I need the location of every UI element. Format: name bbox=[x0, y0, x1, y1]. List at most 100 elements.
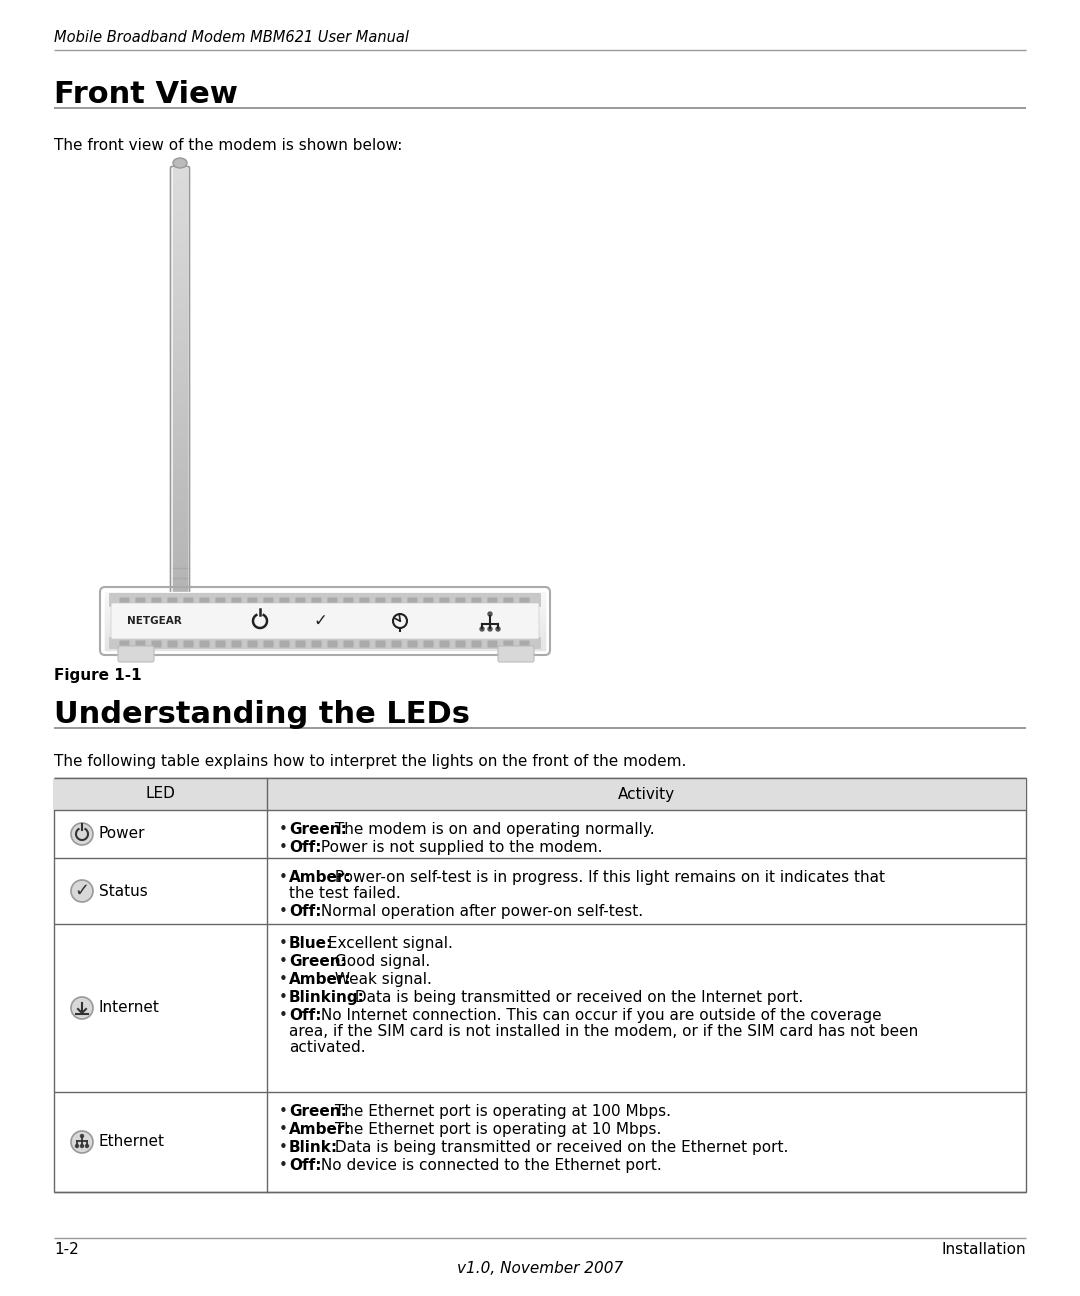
FancyBboxPatch shape bbox=[264, 640, 273, 648]
Text: Blinking:: Blinking: bbox=[289, 990, 365, 1004]
FancyBboxPatch shape bbox=[280, 640, 289, 648]
Text: Power-on self-test is in progress. If this light remains on it indicates that: Power-on self-test is in progress. If th… bbox=[329, 870, 885, 885]
FancyBboxPatch shape bbox=[311, 640, 322, 648]
FancyBboxPatch shape bbox=[311, 597, 322, 604]
Text: Activity: Activity bbox=[618, 787, 675, 801]
Text: •: • bbox=[279, 936, 288, 951]
FancyBboxPatch shape bbox=[423, 640, 433, 648]
FancyBboxPatch shape bbox=[472, 640, 482, 648]
Text: Amber:: Amber: bbox=[289, 870, 352, 885]
FancyBboxPatch shape bbox=[343, 597, 353, 604]
FancyBboxPatch shape bbox=[487, 597, 498, 604]
Circle shape bbox=[71, 823, 93, 845]
FancyBboxPatch shape bbox=[327, 597, 337, 604]
FancyBboxPatch shape bbox=[151, 597, 162, 604]
Circle shape bbox=[81, 1144, 83, 1147]
Text: Power is not supplied to the modem.: Power is not supplied to the modem. bbox=[316, 840, 603, 855]
FancyBboxPatch shape bbox=[440, 597, 449, 604]
FancyBboxPatch shape bbox=[407, 640, 418, 648]
FancyBboxPatch shape bbox=[280, 597, 289, 604]
FancyBboxPatch shape bbox=[135, 640, 146, 648]
Text: Amber:: Amber: bbox=[289, 972, 352, 988]
Text: The following table explains how to interpret the lights on the front of the mod: The following table explains how to inte… bbox=[54, 754, 687, 769]
Text: Good signal.: Good signal. bbox=[329, 954, 430, 969]
FancyBboxPatch shape bbox=[456, 597, 465, 604]
Text: Off:: Off: bbox=[289, 1008, 322, 1023]
FancyBboxPatch shape bbox=[503, 597, 513, 604]
Text: Weak signal.: Weak signal. bbox=[329, 972, 432, 988]
Text: No device is connected to the Ethernet port.: No device is connected to the Ethernet p… bbox=[316, 1159, 662, 1173]
FancyBboxPatch shape bbox=[296, 640, 306, 648]
FancyBboxPatch shape bbox=[440, 640, 449, 648]
FancyBboxPatch shape bbox=[376, 640, 386, 648]
FancyBboxPatch shape bbox=[487, 640, 498, 648]
FancyBboxPatch shape bbox=[184, 640, 193, 648]
Text: Mobile Broadband Modem MBM621 User Manual: Mobile Broadband Modem MBM621 User Manua… bbox=[54, 30, 409, 45]
Text: Green:: Green: bbox=[289, 822, 347, 837]
Bar bbox=[54, 778, 1026, 810]
Circle shape bbox=[496, 627, 500, 631]
FancyBboxPatch shape bbox=[343, 640, 353, 648]
Circle shape bbox=[71, 880, 93, 902]
Text: Blue:: Blue: bbox=[289, 936, 334, 951]
Text: Power: Power bbox=[99, 827, 146, 841]
FancyBboxPatch shape bbox=[167, 597, 177, 604]
Circle shape bbox=[488, 627, 492, 631]
FancyBboxPatch shape bbox=[216, 640, 226, 648]
Text: •: • bbox=[279, 1159, 288, 1173]
FancyBboxPatch shape bbox=[109, 594, 541, 607]
Text: Off:: Off: bbox=[289, 840, 322, 855]
Circle shape bbox=[71, 997, 93, 1019]
Text: •: • bbox=[279, 1008, 288, 1023]
FancyBboxPatch shape bbox=[200, 640, 210, 648]
FancyBboxPatch shape bbox=[503, 640, 513, 648]
Text: The modem is on and operating normally.: The modem is on and operating normally. bbox=[329, 822, 654, 837]
Text: ✓: ✓ bbox=[313, 612, 327, 630]
FancyBboxPatch shape bbox=[327, 640, 337, 648]
FancyBboxPatch shape bbox=[231, 640, 242, 648]
FancyBboxPatch shape bbox=[391, 640, 402, 648]
Text: v1.0, November 2007: v1.0, November 2007 bbox=[457, 1261, 623, 1277]
Text: 1-2: 1-2 bbox=[54, 1242, 79, 1257]
Text: Amber:: Amber: bbox=[289, 1122, 352, 1137]
Text: Off:: Off: bbox=[289, 905, 322, 919]
Text: •: • bbox=[279, 822, 288, 837]
FancyBboxPatch shape bbox=[391, 597, 402, 604]
Text: •: • bbox=[279, 954, 288, 969]
Text: Data is being transmitted or received on the Ethernet port.: Data is being transmitted or received on… bbox=[329, 1140, 788, 1155]
Text: The front view of the modem is shown below:: The front view of the modem is shown bel… bbox=[54, 137, 403, 153]
FancyBboxPatch shape bbox=[423, 597, 433, 604]
Text: The Ethernet port is operating at 100 Mbps.: The Ethernet port is operating at 100 Mb… bbox=[329, 1104, 671, 1118]
FancyBboxPatch shape bbox=[519, 597, 529, 604]
Circle shape bbox=[85, 1144, 89, 1147]
FancyBboxPatch shape bbox=[167, 640, 177, 648]
FancyBboxPatch shape bbox=[296, 597, 306, 604]
Text: activated.: activated. bbox=[289, 1039, 366, 1055]
Text: •: • bbox=[279, 905, 288, 919]
FancyBboxPatch shape bbox=[407, 597, 418, 604]
Text: Front View: Front View bbox=[54, 80, 238, 109]
Text: Figure 1-1: Figure 1-1 bbox=[54, 667, 141, 683]
Text: Internet: Internet bbox=[99, 1001, 160, 1016]
FancyBboxPatch shape bbox=[200, 597, 210, 604]
Bar bbox=[54, 778, 1026, 1192]
Text: •: • bbox=[279, 972, 288, 988]
FancyBboxPatch shape bbox=[247, 640, 257, 648]
FancyBboxPatch shape bbox=[247, 597, 257, 604]
Text: •: • bbox=[279, 1140, 288, 1155]
Text: Status: Status bbox=[99, 884, 148, 898]
Text: Blink:: Blink: bbox=[289, 1140, 338, 1155]
FancyBboxPatch shape bbox=[360, 597, 369, 604]
FancyBboxPatch shape bbox=[135, 597, 146, 604]
Text: area, if the SIM card is not installed in the modem, or if the SIM card has not : area, if the SIM card is not installed i… bbox=[289, 1024, 918, 1039]
FancyBboxPatch shape bbox=[151, 640, 162, 648]
FancyBboxPatch shape bbox=[376, 597, 386, 604]
Text: Ethernet: Ethernet bbox=[99, 1134, 165, 1150]
Text: Understanding the LEDs: Understanding the LEDs bbox=[54, 700, 470, 728]
FancyBboxPatch shape bbox=[118, 645, 154, 662]
FancyBboxPatch shape bbox=[472, 597, 482, 604]
Text: Green:: Green: bbox=[289, 1104, 347, 1118]
Text: Data is being transmitted or received on the Internet port.: Data is being transmitted or received on… bbox=[350, 990, 804, 1004]
FancyBboxPatch shape bbox=[456, 640, 465, 648]
FancyBboxPatch shape bbox=[120, 597, 130, 604]
